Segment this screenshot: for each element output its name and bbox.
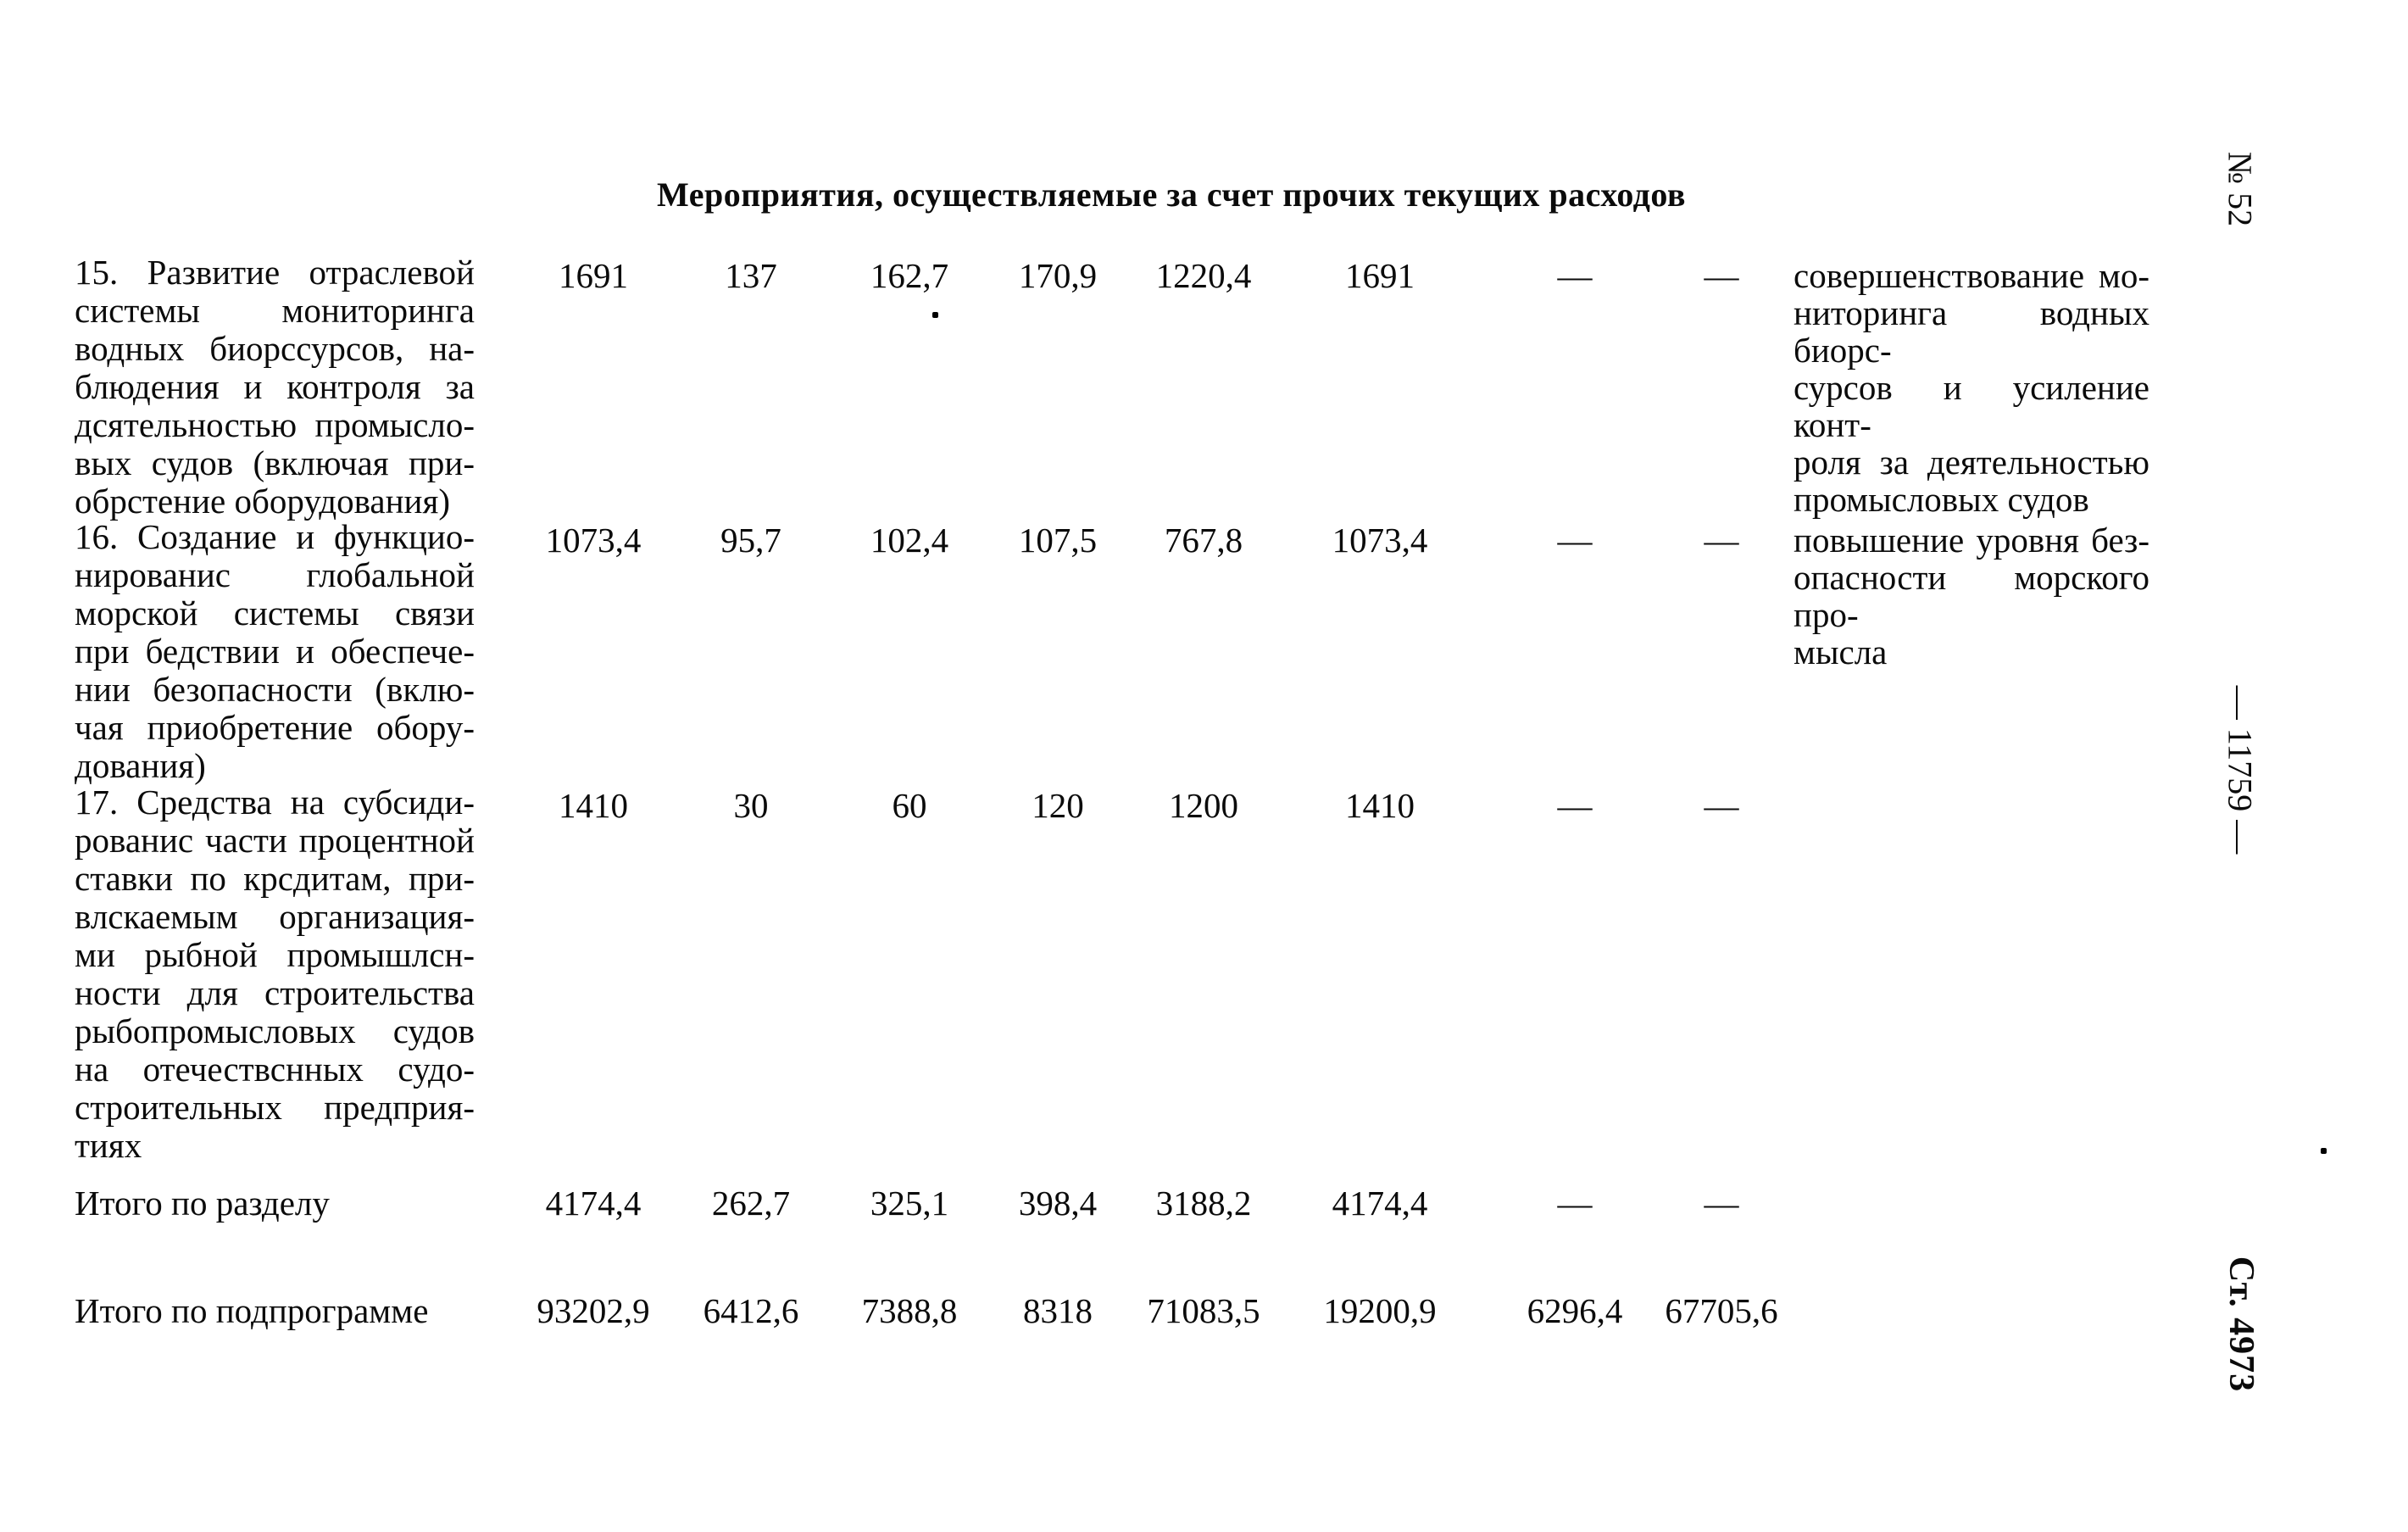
value-cell-dash: —	[1557, 521, 1593, 560]
desc-line: обрстение оборудования)	[75, 482, 451, 521]
total-value-cell: 398,4	[1018, 1184, 1098, 1223]
value-cell-dash: —	[1704, 786, 1739, 825]
value-cell: 137	[725, 256, 777, 295]
total-value-cell: 4174,4	[545, 1184, 642, 1223]
value-cell: 1073,4	[1332, 521, 1428, 560]
value-cell: 162,7	[870, 256, 949, 295]
row-17-description: 17. Средства на субсиди- рованис части п…	[75, 783, 475, 1165]
desc-line: ми рыбной промышлсн-	[75, 935, 475, 974]
row-15-expected-result: совершенствование мо- ниторинга водных б…	[1793, 257, 2149, 518]
total-value-cell: 8318	[1023, 1291, 1093, 1330]
value-cell: 1410	[1345, 786, 1415, 825]
desc-line: дования)	[75, 746, 206, 785]
total-value-cell: 67705,6	[1665, 1291, 1778, 1330]
desc-line: на отечествснных судо-	[75, 1050, 475, 1089]
value-cell: 1410	[559, 786, 628, 825]
desc-line: дсятельностью промысло-	[75, 405, 475, 444]
value-cell: 107,5	[1018, 521, 1098, 560]
desc-line: ности для строительства	[75, 973, 475, 1012]
desc-line: системы мониторинга	[75, 291, 475, 330]
value-cell: 1073,4	[545, 521, 642, 560]
row-16-expected-result: повышение уровня без- опасности морского…	[1793, 521, 2149, 671]
desc-line: 16. Создание и функцио-	[75, 517, 475, 556]
desc-line: влскаемым организация-	[75, 897, 475, 936]
row-16-description: 16. Создание и функцио- нированис глобал…	[75, 518, 475, 785]
desc-line: 17. Средства на субсиди-	[75, 783, 475, 822]
desc-line: морской системы связи	[75, 593, 475, 632]
total-value-cell-dash: —	[1557, 1184, 1593, 1223]
result-line: повышение уровня без-	[1793, 521, 2149, 560]
ink-speck	[932, 312, 938, 318]
result-line: совершенствование мо-	[1793, 256, 2149, 295]
row-15-description: 15. Развитие отраслевой системы монитори…	[75, 253, 475, 521]
value-cell: 1691	[559, 256, 628, 295]
result-line: сурсов и усиление конт-	[1793, 368, 2149, 444]
total-value-cell: 3188,2	[1155, 1184, 1252, 1223]
total-value-cell: 325,1	[870, 1184, 949, 1223]
desc-line: при бедствии и обеспече-	[75, 632, 475, 671]
total-value-cell: 71083,5	[1147, 1291, 1260, 1330]
desc-line: рыбопромысловых судов	[75, 1011, 475, 1050]
desc-line: водных биорссурсов, на-	[75, 329, 475, 368]
total-value-cell: 19200,9	[1323, 1291, 1437, 1330]
value-cell: 170,9	[1018, 256, 1098, 295]
desc-line: тиях	[75, 1126, 142, 1165]
desc-line: чая приобретение обору-	[75, 708, 475, 747]
value-cell: 767,8	[1164, 521, 1243, 560]
total-value-cell: 6296,4	[1527, 1291, 1623, 1330]
value-cell: 1691	[1345, 256, 1415, 295]
total-value-cell: 6412,6	[703, 1291, 799, 1330]
value-cell-dash: —	[1704, 521, 1739, 560]
total-section-label: Итого по разделу	[75, 1184, 330, 1223]
result-line: роля за деятельностью	[1793, 443, 2149, 482]
value-cell: 1220,4	[1155, 256, 1252, 295]
desc-line: нированис глобальной	[75, 555, 475, 594]
total-value-cell: 262,7	[711, 1184, 791, 1223]
margin-article-number: Ст. 4973	[2222, 1256, 2261, 1393]
value-cell-dash: —	[1557, 786, 1593, 825]
desc-line: 15. Развитие отраслевой	[75, 253, 475, 292]
total-subprogram-label: Итого по подпрограмме	[75, 1291, 429, 1330]
ink-speck	[2321, 1148, 2327, 1154]
margin-issue-number: № 52	[2221, 151, 2260, 227]
result-line: ниторинга водных биорс-	[1793, 293, 2149, 370]
total-value-cell: 93202,9	[537, 1291, 650, 1330]
value-cell: 1200	[1169, 786, 1238, 825]
desc-line: рованис части процентной	[75, 821, 475, 860]
result-line: промысловых судов	[1793, 480, 2089, 519]
desc-line: нии безопасности (вклю-	[75, 670, 475, 709]
desc-line: строительных предприя-	[75, 1088, 475, 1127]
total-value-cell-dash: —	[1704, 1184, 1739, 1223]
desc-line: ставки по крсдитам, при-	[75, 859, 475, 898]
total-value-cell: 4174,4	[1332, 1184, 1428, 1223]
value-cell: 30	[733, 786, 769, 825]
desc-line: блюдения и контроля за	[75, 367, 475, 406]
value-cell: 60	[892, 786, 927, 825]
result-line: мысла	[1793, 632, 1888, 671]
document-title: Мероприятия, осуществляемые за счет проч…	[657, 175, 1687, 214]
desc-line: вых судов (включая при-	[75, 443, 475, 482]
result-line: опасности морского про-	[1793, 558, 2149, 634]
value-cell: 120	[1032, 786, 1084, 825]
value-cell-dash: —	[1557, 256, 1593, 295]
value-cell: 95,7	[720, 521, 781, 560]
total-value-cell: 7388,8	[861, 1291, 958, 1330]
margin-page-number: — 11759 —	[2221, 685, 2260, 855]
value-cell-dash: —	[1704, 256, 1739, 295]
value-cell: 102,4	[870, 521, 949, 560]
